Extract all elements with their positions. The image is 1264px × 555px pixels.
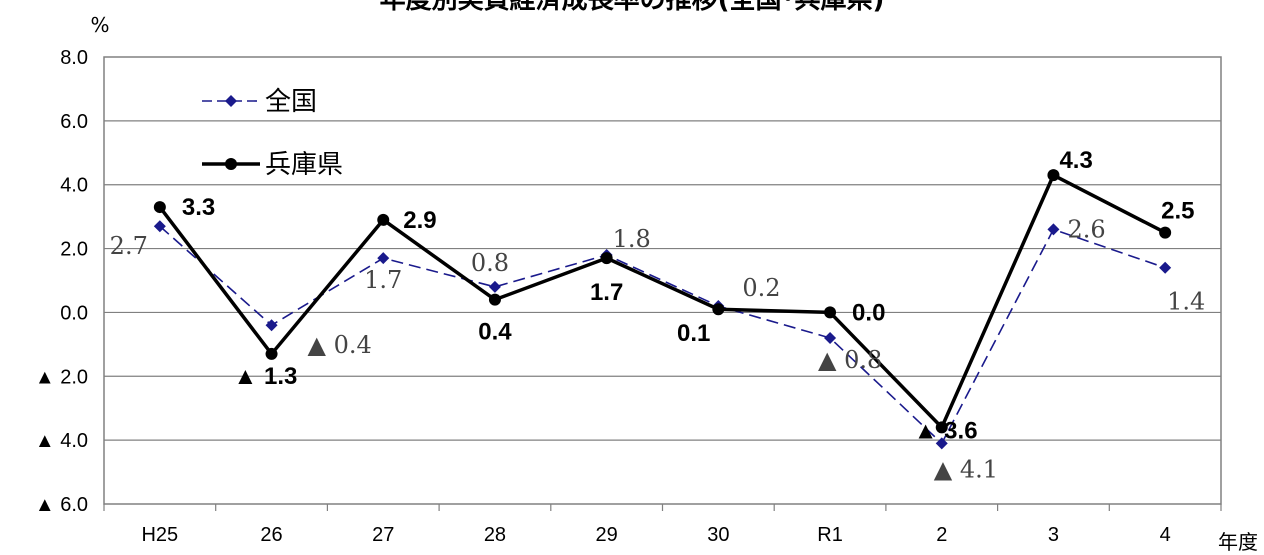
y-tick-label: 2.0 — [60, 239, 88, 261]
series-layer — [153, 169, 1172, 450]
data-point-national — [377, 252, 390, 265]
data-label-national: 0.2 — [742, 274, 780, 302]
series-line-hyogo — [158, 173, 1166, 430]
x-tick-label: 3 — [1048, 524, 1059, 546]
x-tick-label: 28 — [484, 524, 506, 546]
data-label-hyogo: 0.1 — [677, 320, 710, 347]
data-label-hyogo: 0.4 — [478, 319, 512, 346]
data-label-hyogo: ▲ 1.3 — [234, 363, 298, 390]
data-label-national: ▲ 0.8 — [818, 346, 882, 374]
data-label-national: 1.7 — [364, 266, 402, 294]
data-point-hyogo — [712, 303, 725, 316]
x-tick-label: 29 — [596, 524, 618, 546]
data-label-hyogo: 0.0 — [852, 299, 885, 326]
data-label-hyogo: 3.3 — [182, 194, 215, 221]
data-point-hyogo — [1047, 169, 1060, 182]
data-label-hyogo: ▲ 3.6 — [914, 417, 978, 444]
legend-label-hyogo: 兵庫県 — [265, 150, 343, 180]
x-tick-label: 30 — [707, 524, 729, 546]
data-point-hyogo — [600, 252, 613, 265]
data-label-hyogo: 2.9 — [403, 207, 436, 234]
data-labels: 2.7 ▲ 0.4 1.7 0.8 1.8 0.2 ▲ 0.8 ▲ 4.1 2.6 1.4 3.3 ▲… — [110, 147, 1206, 483]
data-label-national: 0.8 — [471, 249, 509, 277]
data-point-national — [265, 319, 278, 332]
legend-marker-hyogo — [225, 158, 237, 170]
y-axis-unit: % — [90, 13, 109, 37]
x-tick-label: R1 — [817, 524, 843, 546]
data-label-national: 1.4 — [1167, 288, 1205, 316]
y-tick-label: ▲ 2.0 — [35, 366, 88, 388]
data-point-hyogo — [935, 421, 948, 434]
data-point-national — [824, 331, 837, 344]
y-tick-label: 8.0 — [60, 47, 88, 69]
y-tick-label: 0.0 — [60, 302, 88, 324]
data-point-national — [153, 220, 166, 233]
data-label-national: 2.6 — [1067, 215, 1105, 243]
x-tick-label: H25 — [141, 524, 178, 546]
y-tick-label: 6.0 — [60, 111, 88, 133]
data-point-hyogo — [824, 306, 837, 319]
x-tick-label: 27 — [372, 524, 394, 546]
data-point-national — [935, 437, 948, 450]
data-point-hyogo — [153, 201, 166, 214]
y-tick-label: ▲ 6.0 — [35, 494, 88, 516]
gridlines — [104, 120, 1221, 441]
data-point-hyogo — [1159, 226, 1172, 239]
data-point-hyogo — [488, 293, 501, 306]
data-point-national — [488, 280, 501, 293]
x-tick-label: 4 — [1160, 524, 1171, 546]
data-label-national: 2.7 — [110, 232, 148, 260]
legend-marker-national — [225, 95, 237, 107]
data-point-national — [1047, 223, 1060, 236]
chart-title: 年度別実質経済成長率の推移(全国･兵庫県) — [380, 0, 885, 15]
data-point-national — [1159, 261, 1172, 274]
x-tick-label: 2 — [936, 524, 947, 546]
data-point-hyogo — [377, 213, 390, 226]
x-tick-label: 26 — [260, 524, 282, 546]
data-point-hyogo — [265, 347, 278, 360]
y-tick-label: 4.0 — [60, 175, 88, 197]
data-label-national: 1.8 — [613, 225, 651, 253]
data-label-national: ▲ 0.4 — [308, 331, 372, 359]
plot-area-frame — [103, 56, 1222, 505]
data-label-hyogo: 2.5 — [1161, 198, 1194, 225]
legend-label-national: 全国 — [265, 87, 317, 117]
x-axis-unit: 年度 — [1218, 530, 1258, 554]
y-tick-label: ▲ 4.0 — [35, 430, 88, 452]
data-label-hyogo: 1.7 — [590, 279, 623, 306]
axes: 8.0 6.0 4.0 2.0 0.0 ▲ 2.0 ▲ 4.0 ▲ 6.0 H25 26 27 28 2… — [35, 47, 1222, 546]
data-label-hyogo: 4.3 — [1059, 147, 1092, 174]
data-label-national: ▲ 4.1 — [934, 455, 998, 483]
